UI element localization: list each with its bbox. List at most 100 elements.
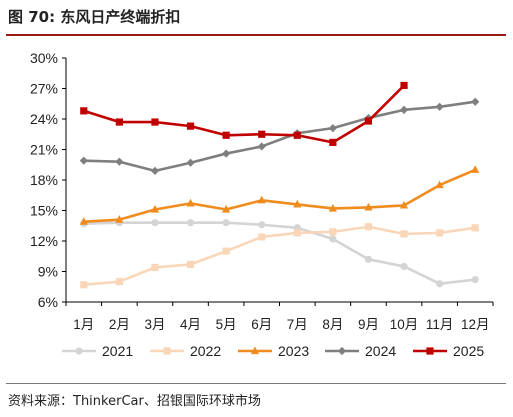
data-point [115,215,124,223]
data-point [436,229,444,237]
y-tick-label: 30% [30,50,58,66]
series-2021 [80,219,479,288]
data-point [471,224,479,232]
legend-item-2025: 2025 [413,343,484,359]
x-tick-label: 11月 [426,317,454,332]
data-point [115,118,123,126]
legend-marker [75,347,83,355]
data-point [435,180,444,189]
legend-label: 2023 [278,343,309,359]
chart-legend: 2021 2022 2023 2024 2025 [62,343,484,359]
data-point [293,199,302,208]
data-point [364,202,373,211]
x-tick-label: 2月 [109,317,130,332]
data-point [258,233,266,241]
series-line-2024 [83,100,476,173]
legend-label: 2025 [453,343,484,359]
y-tick-label: 24% [30,111,58,127]
data-point [399,200,409,209]
legend-label: 2022 [190,343,221,359]
data-point [150,166,160,175]
data-point [400,262,408,271]
x-tick-label: 12月 [461,317,490,332]
data-point [258,130,266,138]
data-point [186,122,195,130]
data-point [364,117,373,125]
title-rule [6,34,506,36]
x-tick-label: 10月 [390,317,419,332]
y-tick-label: 15% [30,203,58,219]
data-point [293,131,301,139]
y-tick-label: 12% [30,233,58,249]
y-tick-label: 21% [30,142,58,158]
data-point [329,228,337,236]
data-point [79,217,88,225]
legend-item-2022: 2022 [150,343,221,359]
data-point [151,118,159,126]
source-note: 资料来源：ThinkerCar、招银国际环球市场 [8,394,261,409]
legend-marker [337,346,347,356]
y-tick-label: 9% [38,264,58,280]
source-rule [6,383,506,384]
line-chart: 6% 9% 12% 15% 18% 21% 24% 27% 30% 1月 2月 3月 4月 5月 6月 7月 8… [30,50,494,359]
x-tick-label: 4月 [180,317,201,332]
series-2022 [80,223,479,289]
data-point [186,219,195,227]
data-point [115,157,124,166]
chart-series [79,81,480,289]
x-tick-label: 7月 [287,317,308,332]
chart-axes: 6% 9% 12% 15% 18% 21% 24% 27% 30% 1月 2月 3月 4月 5月 6月 7月 8… [30,50,494,332]
legend-marker [163,347,171,355]
series-line-2025 [83,84,405,144]
data-point [80,107,88,115]
data-point [400,81,408,90]
series-line-2021 [83,221,476,286]
data-point [151,263,159,272]
data-point [329,235,337,243]
data-point [150,204,160,213]
data-point [257,195,266,204]
x-tick-label: 3月 [144,317,165,332]
data-point [328,203,337,212]
data-point [222,149,231,158]
legend-item-2023: 2023 [238,343,309,359]
x-tick-label: 5月 [216,317,237,332]
data-point [471,97,480,106]
legend-marker [250,346,260,355]
data-point [222,219,230,227]
data-point [186,158,195,167]
data-point [471,276,479,284]
series-2025 [80,81,408,146]
data-point [222,131,230,139]
y-tick-label: 18% [30,172,58,188]
chart-title: 图 70: 东风日产终端折扣 [8,8,181,26]
data-point [435,102,444,111]
data-point [257,142,266,151]
legend-item-2024: 2024 [325,343,396,359]
x-tick-label: 9月 [358,317,379,332]
data-point [364,223,373,231]
data-point [293,229,301,237]
data-point [471,165,480,173]
data-point [186,260,195,268]
data-point [222,247,230,255]
legend-marker [426,347,434,355]
data-point [151,219,159,227]
data-point [329,138,337,146]
x-tick-label: 1月 [73,317,94,332]
data-point [80,281,88,289]
series-line-2023 [83,168,476,223]
data-point [258,221,266,229]
legend-label: 2021 [102,343,133,359]
legend-label: 2024 [365,343,396,359]
x-tick-label: 8月 [322,317,343,332]
data-point [79,156,88,165]
data-point [399,105,409,114]
series-2024 [79,97,480,175]
data-point [115,278,123,286]
data-point [364,255,373,263]
x-tick-label: 6月 [251,317,272,332]
y-tick-label: 27% [30,81,58,97]
y-tick-label: 6% [38,294,58,310]
series-2023 [79,165,480,225]
